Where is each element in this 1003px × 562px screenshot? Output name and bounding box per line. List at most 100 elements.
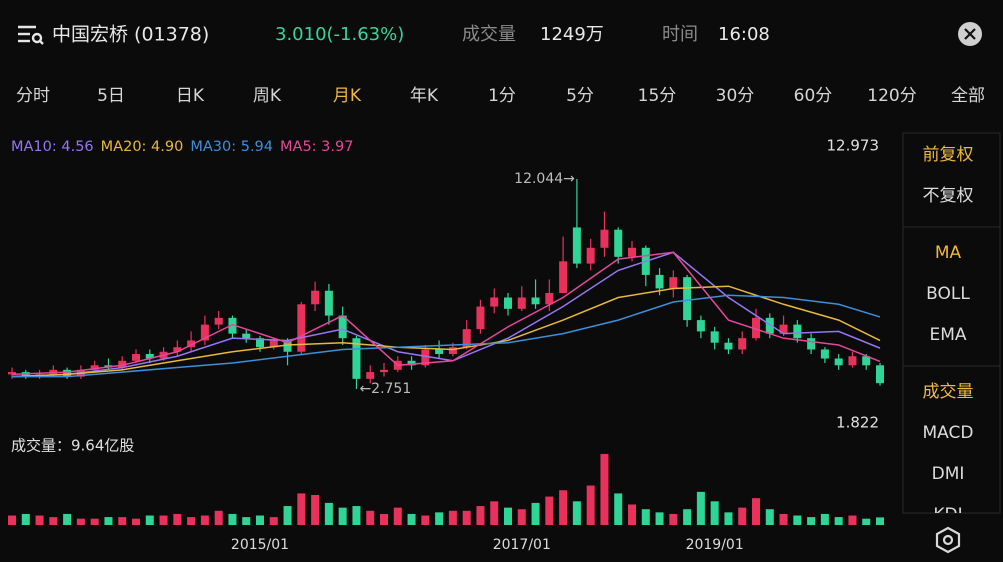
period-tab[interactable]: 15分 bbox=[638, 86, 677, 106]
candle-body bbox=[545, 292, 554, 305]
volume-bar bbox=[118, 517, 127, 525]
panel-option[interactable]: KDJ bbox=[933, 505, 962, 525]
price-annotation: ←2.751 bbox=[359, 381, 411, 397]
volume-bar bbox=[352, 506, 361, 525]
period-tab[interactable]: 5分 bbox=[566, 86, 594, 106]
candle-body bbox=[352, 338, 361, 379]
price-annotation: 12.044→ bbox=[514, 171, 575, 187]
volume-bar bbox=[200, 515, 209, 525]
volume-bar bbox=[820, 513, 829, 525]
volume-bar bbox=[311, 495, 320, 525]
volume-bar bbox=[641, 509, 650, 525]
volume-bar bbox=[559, 490, 568, 525]
volume-title: 成交量：9.64亿股 bbox=[11, 437, 134, 455]
panel-option[interactable]: EMA bbox=[929, 325, 966, 345]
volume-bar bbox=[104, 517, 113, 525]
candle-body bbox=[559, 261, 568, 293]
volume-bar bbox=[283, 506, 292, 525]
candle-body bbox=[256, 338, 264, 348]
candle-body bbox=[366, 372, 375, 379]
panel-option[interactable]: BOLL bbox=[926, 284, 970, 304]
period-tab[interactable]: 30分 bbox=[716, 86, 755, 106]
volume-bar bbox=[256, 515, 264, 525]
volume-bar bbox=[862, 518, 871, 525]
panel-option[interactable]: DMI bbox=[932, 464, 965, 484]
period-tab[interactable]: 年K bbox=[410, 86, 439, 106]
candle-body bbox=[214, 317, 223, 325]
period-tab[interactable]: 日K bbox=[176, 86, 205, 106]
time-value: 16:08 bbox=[718, 24, 770, 45]
period-tab[interactable]: 全部 bbox=[951, 86, 985, 106]
volume-bar bbox=[269, 517, 278, 525]
candle-body bbox=[614, 229, 623, 257]
volume-bar bbox=[49, 517, 58, 525]
volume-bar bbox=[738, 507, 747, 525]
period-tab[interactable]: 1分 bbox=[488, 86, 516, 106]
candle-body bbox=[476, 306, 485, 330]
volume-bar bbox=[407, 513, 416, 525]
ma-legend: MA10: 4.56 bbox=[11, 139, 94, 155]
volume-bar bbox=[490, 501, 499, 525]
volume-bar bbox=[586, 485, 595, 525]
volume-bar bbox=[63, 513, 72, 525]
menu-icon[interactable] bbox=[18, 25, 44, 45]
candle-body bbox=[490, 297, 499, 307]
volume-bar bbox=[173, 513, 182, 525]
candle-body bbox=[173, 347, 182, 352]
candle-body bbox=[793, 324, 802, 339]
period-tab[interactable]: 60分 bbox=[794, 86, 833, 106]
panel-option[interactable]: 前复权 bbox=[923, 145, 974, 165]
period-tab[interactable]: 120分 bbox=[867, 86, 916, 106]
candle-body bbox=[324, 290, 333, 316]
volume-bar bbox=[297, 493, 306, 525]
panel-option[interactable]: MACD bbox=[923, 423, 974, 443]
volume-bar bbox=[242, 517, 251, 525]
period-tab[interactable]: 月K bbox=[333, 86, 362, 106]
panel-option[interactable]: MA bbox=[935, 243, 962, 263]
volume-bar bbox=[187, 517, 196, 525]
settings-icon[interactable] bbox=[935, 526, 961, 554]
stock-name: 中国宏桥 (01378) bbox=[52, 24, 209, 46]
candle-body bbox=[297, 304, 306, 352]
candle-body bbox=[807, 338, 816, 350]
volume-bar bbox=[380, 513, 388, 525]
volume-bar bbox=[517, 509, 526, 525]
panel-option[interactable]: 成交量 bbox=[923, 382, 974, 402]
candle-body bbox=[269, 340, 278, 348]
candle-body bbox=[90, 365, 99, 370]
volume-bar bbox=[366, 510, 375, 525]
volume-bar bbox=[435, 512, 444, 525]
ma-line bbox=[11, 285, 881, 378]
volume-bar bbox=[338, 507, 347, 525]
candle-body bbox=[118, 360, 127, 368]
candle-body bbox=[63, 369, 72, 377]
candle-body bbox=[531, 297, 540, 305]
candle-body bbox=[407, 360, 416, 366]
price-axis-label: 12.973 bbox=[827, 137, 880, 155]
candle-body bbox=[600, 229, 609, 248]
candle-body bbox=[448, 347, 457, 354]
volume-bar bbox=[600, 453, 609, 525]
panel-option[interactable]: 不复权 bbox=[923, 186, 974, 206]
candle-body bbox=[462, 329, 471, 348]
volume-bar bbox=[710, 501, 719, 525]
side-panel-border bbox=[902, 132, 1001, 514]
volume-value: 1249万 bbox=[540, 24, 604, 45]
candle-body bbox=[311, 290, 320, 305]
candle-body bbox=[752, 317, 760, 339]
candle-body bbox=[586, 247, 595, 264]
period-tab[interactable]: 5日 bbox=[97, 86, 125, 106]
volume-bar bbox=[393, 507, 402, 525]
candle-body bbox=[862, 356, 871, 366]
candle-body bbox=[283, 340, 292, 352]
candle-body bbox=[8, 372, 16, 375]
volume-bar bbox=[159, 515, 168, 525]
period-tab[interactable]: 周K bbox=[253, 86, 282, 106]
volume-bar bbox=[21, 513, 30, 525]
price-axis-label: 1.822 bbox=[836, 414, 879, 432]
volume-bar bbox=[324, 502, 333, 525]
volume-bar bbox=[655, 512, 664, 525]
candle-body bbox=[628, 247, 636, 257]
close-button[interactable] bbox=[958, 22, 982, 46]
period-tab[interactable]: 分时 bbox=[16, 86, 50, 106]
